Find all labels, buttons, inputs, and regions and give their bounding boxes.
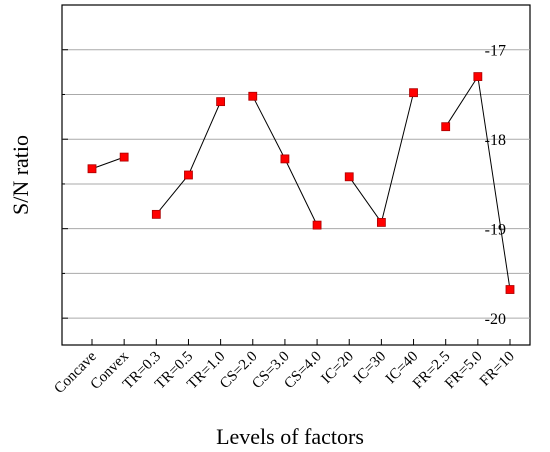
y-tick-label: -18	[485, 132, 506, 149]
point	[409, 88, 418, 98]
point	[441, 122, 451, 132]
y-tick-label: -20	[485, 311, 506, 328]
series-line	[445, 75, 511, 290]
x-tick-label: Concave	[51, 348, 100, 397]
point	[87, 164, 97, 174]
point	[376, 218, 386, 227]
series-line	[155, 101, 222, 215]
x-axis-label: Levels of factors	[216, 424, 364, 449]
y-tick-label: -17	[485, 43, 506, 60]
x-tick-label: FR=10	[477, 349, 518, 390]
y-axis-label: S/N ratio	[8, 135, 33, 215]
point	[312, 220, 322, 230]
series-line	[91, 156, 125, 170]
point	[248, 91, 258, 101]
plot-frame	[61, 4, 531, 346]
x-tick-label: IC=20	[319, 349, 358, 388]
point	[505, 285, 515, 294]
x-tick-label: IC=30	[351, 349, 390, 388]
point	[473, 72, 483, 81]
y-tick-label: -19	[485, 222, 506, 239]
point	[119, 152, 129, 162]
point	[216, 97, 226, 107]
point	[280, 154, 290, 164]
point	[151, 209, 161, 219]
point	[184, 170, 193, 180]
series-line	[348, 92, 415, 224]
point	[344, 172, 354, 182]
